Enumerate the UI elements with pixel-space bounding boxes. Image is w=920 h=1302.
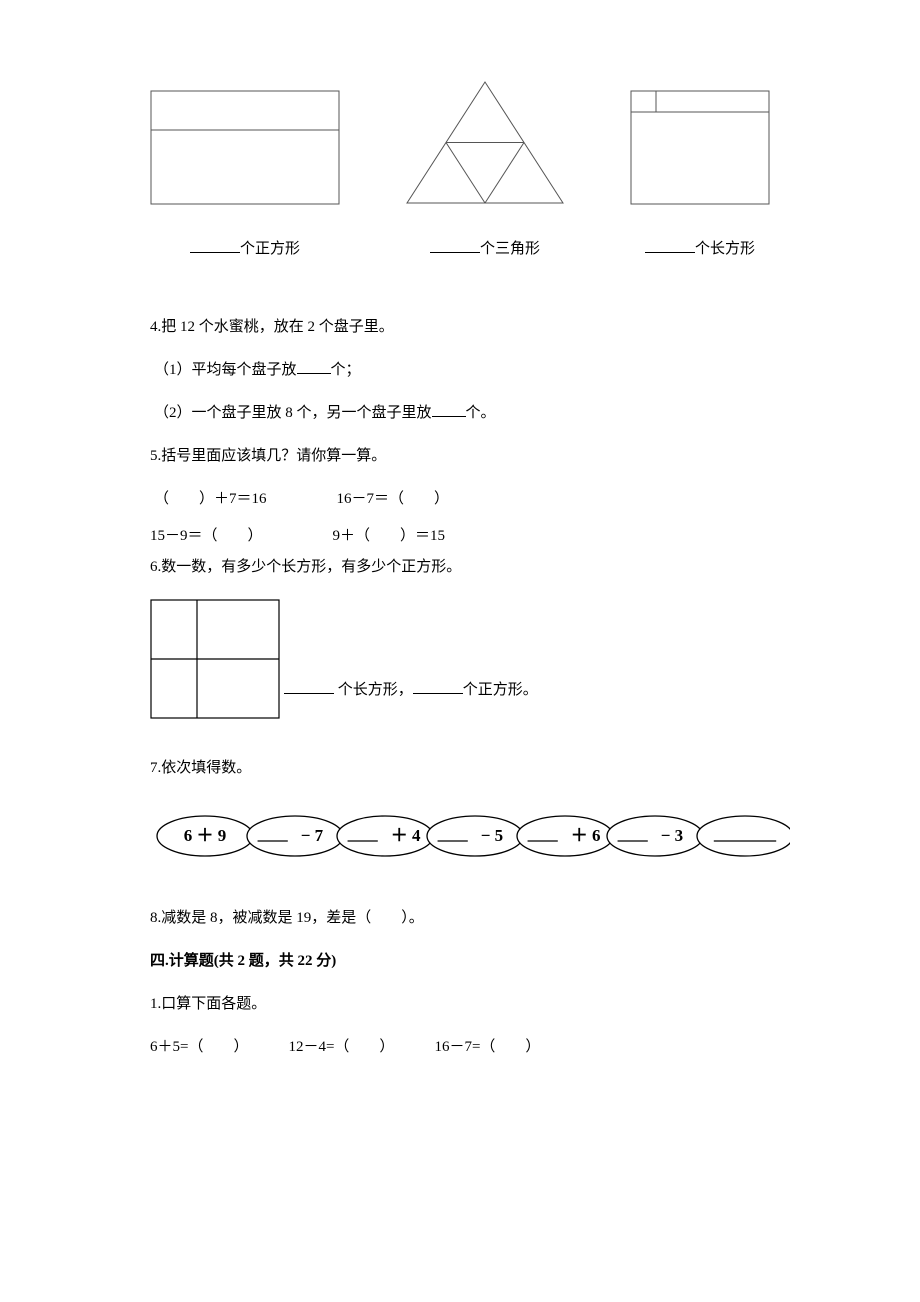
q5-row1: （ ）＋7＝16 16－7＝（ ） [150, 480, 770, 519]
q5-row2: 15－9＝（ ） 9＋（ ）＝15 [150, 523, 770, 550]
q6-blank2 [413, 678, 463, 694]
q5-eq2: 16－7＝（ ） [337, 491, 450, 507]
q7-title: 7.依次填得数。 [150, 749, 770, 788]
q6-row: 个长方形， 个正方形。 [150, 599, 770, 719]
q8-text: 8.减数是 8，被减数是 19，差是（ ）。 [150, 899, 770, 938]
q3-shape2-block: 个三角形 [405, 80, 565, 258]
q6-title: 6.数一数，有多少个长方形，有多少个正方形。 [150, 554, 770, 581]
q3-shape1-blank [190, 237, 240, 253]
q3-cap-square: 个正方形 [240, 241, 300, 257]
q3-shape3-blank [645, 237, 695, 253]
q5-eq3: 15－9＝（ ） [150, 528, 263, 544]
svg-text:− 3: − 3 [661, 826, 683, 845]
q6-post1: 个长方形， [334, 682, 413, 698]
page: 个正方形 个三角形 个长方形 4.把 12 个水蜜桃，放在 2 个盘子里。 （1… [0, 0, 920, 1131]
q4-title: 4.把 12 个水蜜桃，放在 2 个盘子里。 [150, 308, 770, 347]
q5-eq4: 9＋（ ）＝15 [333, 528, 446, 544]
q4-l2-pre: （2）一个盘子里放 8 个，另一个盘子里放 [154, 405, 432, 421]
svg-text:− 5: − 5 [481, 826, 503, 845]
q3-shape1-block: 个正方形 [150, 90, 340, 258]
q3-shape3-caption: 个长方形 [630, 237, 770, 258]
q3-shapes-row: 个正方形 个三角形 个长方形 [150, 80, 770, 258]
s4q1-eq3: 16－7=（ ） [434, 1039, 540, 1055]
q3-shape3-svg [630, 90, 770, 205]
q3-cap-triangle: 个三角形 [480, 241, 540, 257]
q6-blank1 [284, 678, 334, 694]
q4-l1-pre: （1）平均每个盘子放 [154, 362, 297, 378]
q3-shape2-caption: 个三角形 [405, 237, 565, 258]
svg-text:− 7: − 7 [301, 826, 324, 845]
q7-chain-wrap: 6 ＋ 9 − 7 ＋ 4 − 5 ＋ 6 − 3 [150, 806, 770, 871]
q4-line2: （2）一个盘子里放 8 个，另一个盘子里放 个。 [150, 394, 770, 433]
q5-title: 5.括号里面应该填几？请你算一算。 [150, 437, 770, 476]
s4q1-eq2: 12－4=（ ） [288, 1039, 394, 1055]
q3-shape2-svg [405, 80, 565, 205]
q5-eq1: （ ）＋7＝16 [154, 491, 267, 507]
svg-text:＋ 4: ＋ 4 [391, 826, 421, 845]
section4-title: 四.计算题(共 2 题，共 22 分) [150, 942, 770, 981]
s4q1-eq1: 6＋5=（ ） [150, 1039, 248, 1055]
q6-text: 个长方形， 个正方形。 [284, 678, 538, 719]
q4-line1: （1）平均每个盘子放 个； [150, 351, 770, 390]
q4-l1-blank [297, 358, 331, 374]
q6-fig [150, 599, 280, 719]
q3-shape1-caption: 个正方形 [150, 237, 340, 258]
s4q1-row: 6＋5=（ ） 12－4=（ ） 16－7=（ ） [150, 1028, 770, 1067]
svg-text:6 ＋ 9: 6 ＋ 9 [184, 826, 227, 845]
q3-shape2-blank [430, 237, 480, 253]
q7-chain-svg: 6 ＋ 9 − 7 ＋ 4 − 5 ＋ 6 − 3 [150, 806, 790, 866]
svg-text:＋ 6: ＋ 6 [571, 826, 601, 845]
q3-cap-rect: 个长方形 [695, 241, 755, 257]
q3-shape1-svg [150, 90, 340, 205]
q4-l2-post: 个。 [466, 405, 496, 421]
q6-post2: 个正方形。 [463, 682, 538, 698]
q4-l2-blank [432, 401, 466, 417]
q3-shape3-block: 个长方形 [630, 90, 770, 258]
q4-l1-post: 个； [331, 362, 361, 378]
s4q1-title: 1.口算下面各题。 [150, 985, 770, 1024]
